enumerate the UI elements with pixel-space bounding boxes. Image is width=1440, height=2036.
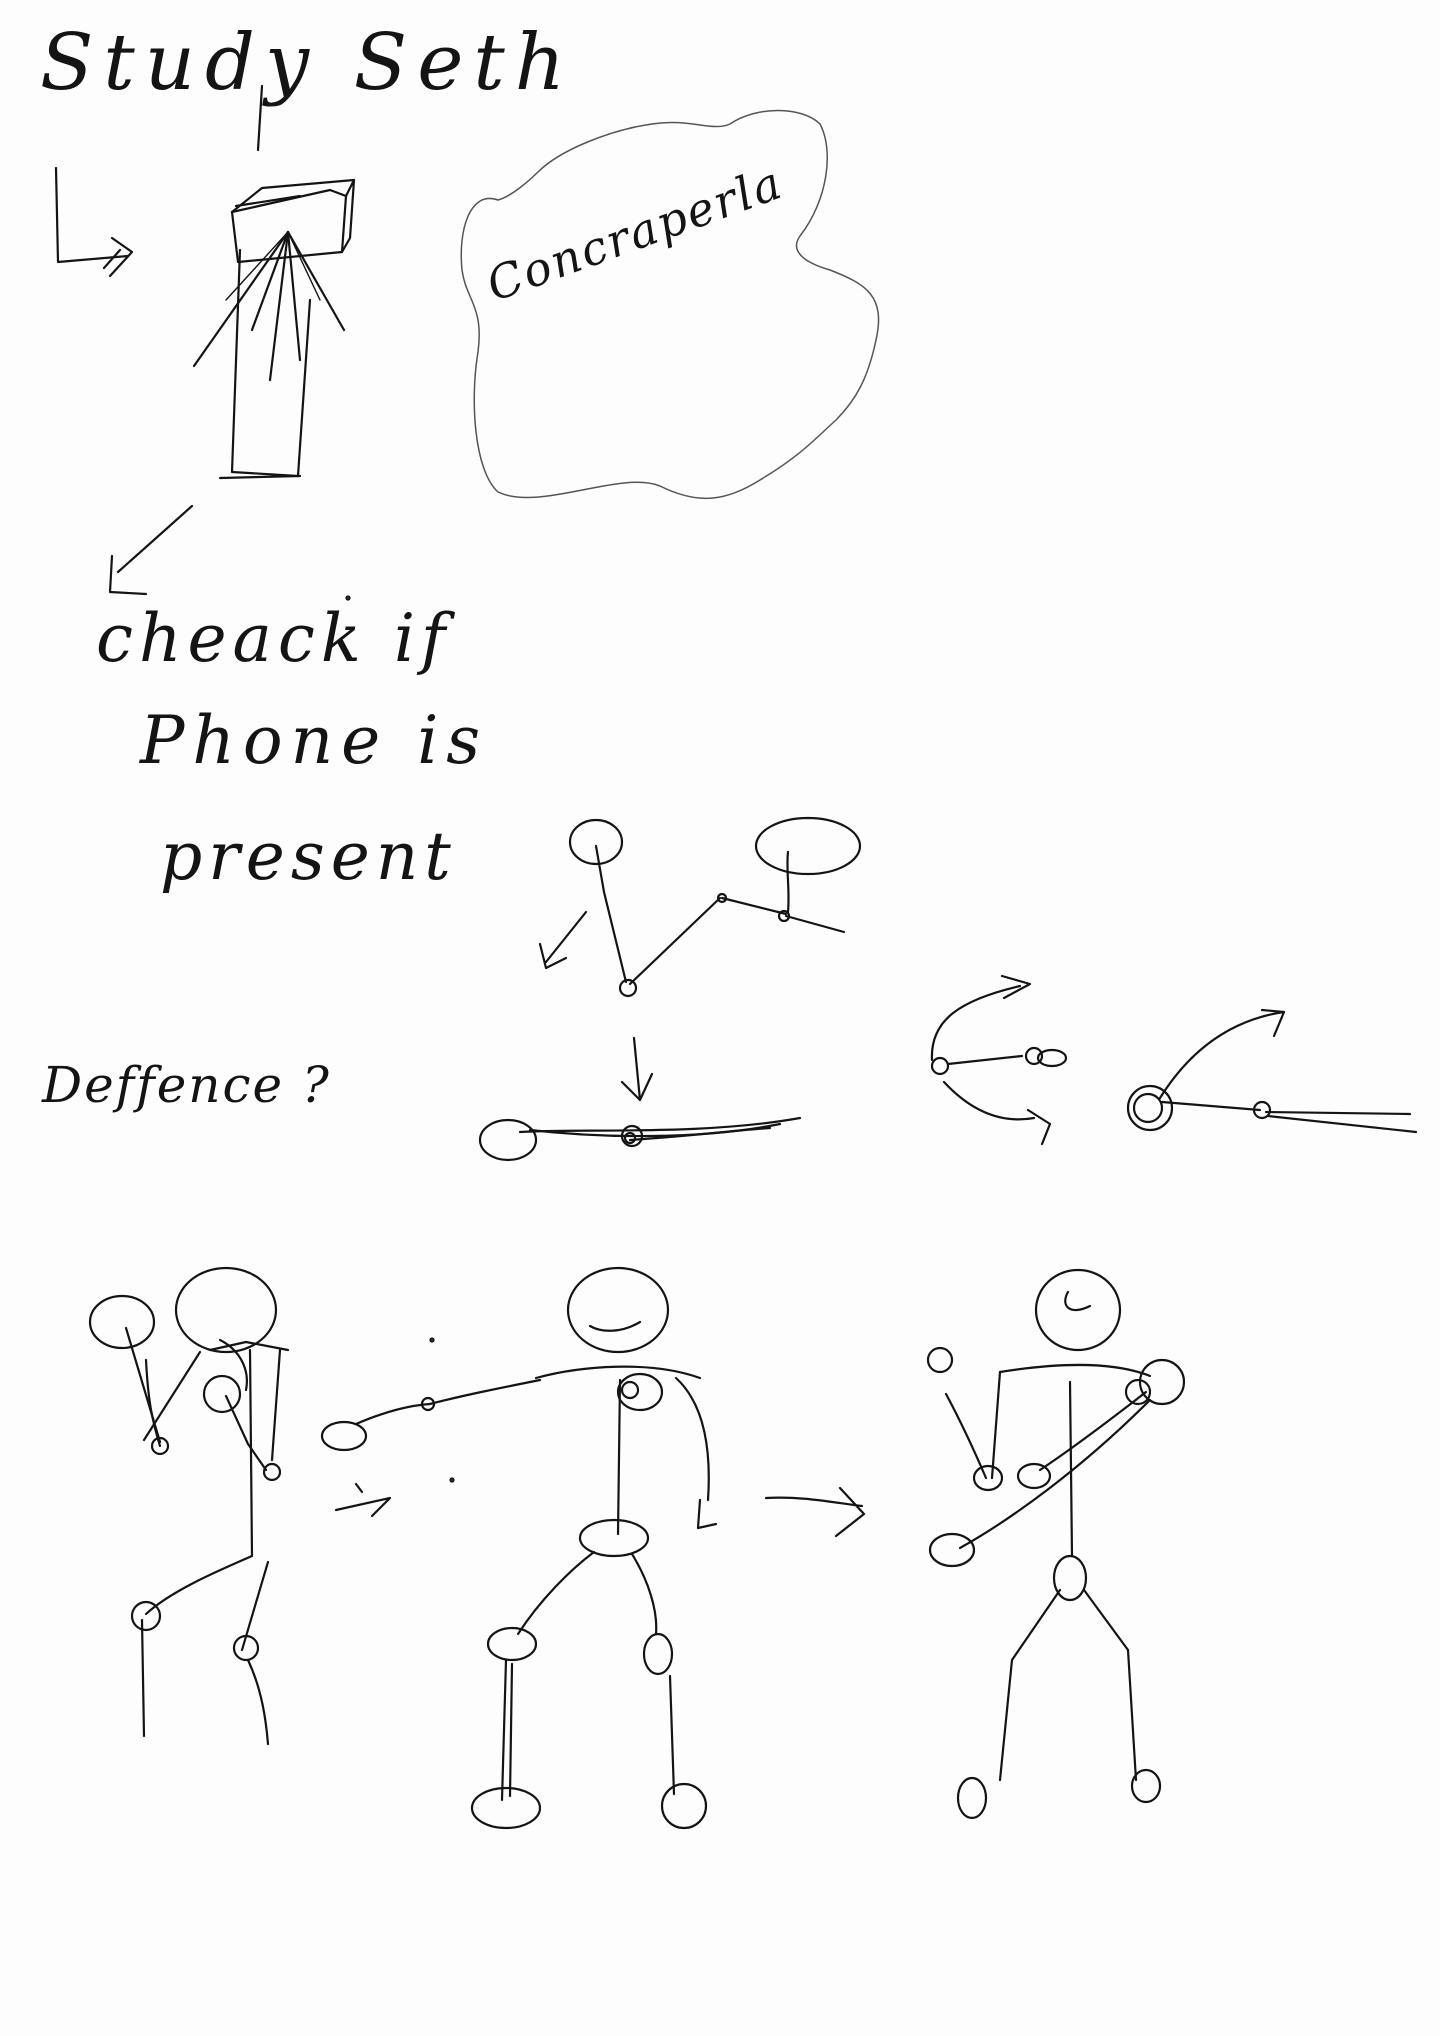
thought-cloud	[460, 109, 880, 500]
title-arrow	[54, 166, 134, 278]
title-descender-stroke	[256, 84, 264, 152]
falling-figure-sketch	[538, 816, 862, 998]
defence-label: Deffence ?	[42, 1056, 331, 1114]
ink-speck	[429, 1337, 435, 1343]
down-left-arrow	[108, 504, 194, 596]
check-note-line-1: cheack if	[96, 600, 452, 677]
down-arrow	[620, 1036, 654, 1102]
page-title: Study Seth	[40, 18, 575, 108]
rotating-figure-sketch	[1126, 1008, 1418, 1134]
ink-speck	[449, 1477, 455, 1483]
stick-figure-punch	[320, 1266, 866, 1830]
rotation-arrows-sketch	[930, 974, 1068, 1146]
lying-figure-sketch	[478, 1116, 802, 1162]
ink-dot	[345, 595, 351, 601]
phone-sketch	[192, 178, 356, 480]
check-note-line-3: present	[160, 818, 457, 895]
check-note-line-2: Phone is	[140, 702, 489, 779]
stick-figure-guard	[88, 1266, 392, 1746]
stick-figure-block	[926, 1268, 1186, 1820]
